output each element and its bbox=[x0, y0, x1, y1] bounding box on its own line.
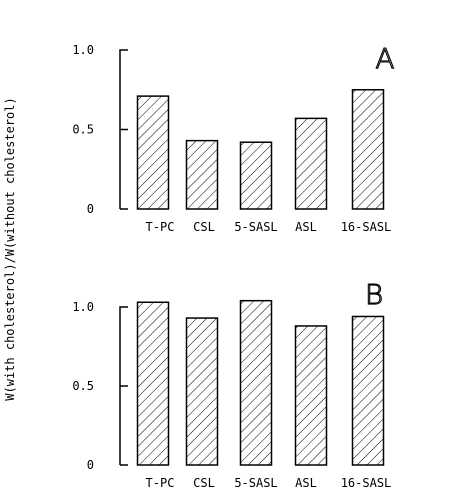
panel-b: 0 0.5 1.0 T-PC CSL 5-SASL ASL 16-SASL B bbox=[72, 277, 392, 490]
y-axis-line bbox=[119, 306, 128, 465]
bar-t-pc bbox=[136, 301, 170, 466]
panel-label: A bbox=[375, 42, 394, 75]
y-tick-label: 1.0 bbox=[72, 300, 94, 314]
bar-asl bbox=[294, 325, 328, 466]
category-label-asl: ASL bbox=[295, 220, 317, 234]
category-label-5-sasl: 5-SASL bbox=[234, 476, 277, 490]
panel-label: B bbox=[365, 278, 383, 311]
category-label-5-sasl: 5-SASL bbox=[234, 220, 277, 234]
bar-5-sasl bbox=[239, 299, 273, 466]
bar-5-sasl bbox=[239, 141, 273, 210]
bar-t-pc bbox=[136, 95, 170, 210]
y-tick-label: 0.5 bbox=[72, 379, 94, 393]
category-label-16-sasl: 16-SASL bbox=[341, 476, 392, 490]
y-axis-line bbox=[119, 49, 128, 209]
y-tick-label: 0.5 bbox=[72, 123, 94, 137]
category-label-csl: CSL bbox=[193, 476, 215, 490]
bar-16-sasl bbox=[351, 89, 385, 210]
category-label-t-pc: T-PC bbox=[146, 220, 175, 234]
panel-a: 0 0.5 1.0 T-PC CSL 5-SASL ASL 16-SASL A bbox=[72, 41, 395, 234]
y-tick-label: 0 bbox=[87, 458, 94, 472]
y-tick-label: 1.0 bbox=[72, 43, 94, 57]
category-label-asl: ASL bbox=[295, 476, 317, 490]
category-label-t-pc: T-PC bbox=[146, 476, 175, 490]
category-label-16-sasl: 16-SASL bbox=[341, 220, 392, 234]
bar-asl bbox=[294, 117, 328, 210]
bar-csl bbox=[185, 317, 219, 466]
bar-csl bbox=[185, 139, 219, 210]
category-label-csl: CSL bbox=[193, 220, 215, 234]
y-axis-label: W(with cholesterol)/W(without cholestero… bbox=[3, 97, 17, 400]
bar-16-sasl bbox=[351, 315, 385, 466]
y-tick-label: 0 bbox=[87, 202, 94, 216]
